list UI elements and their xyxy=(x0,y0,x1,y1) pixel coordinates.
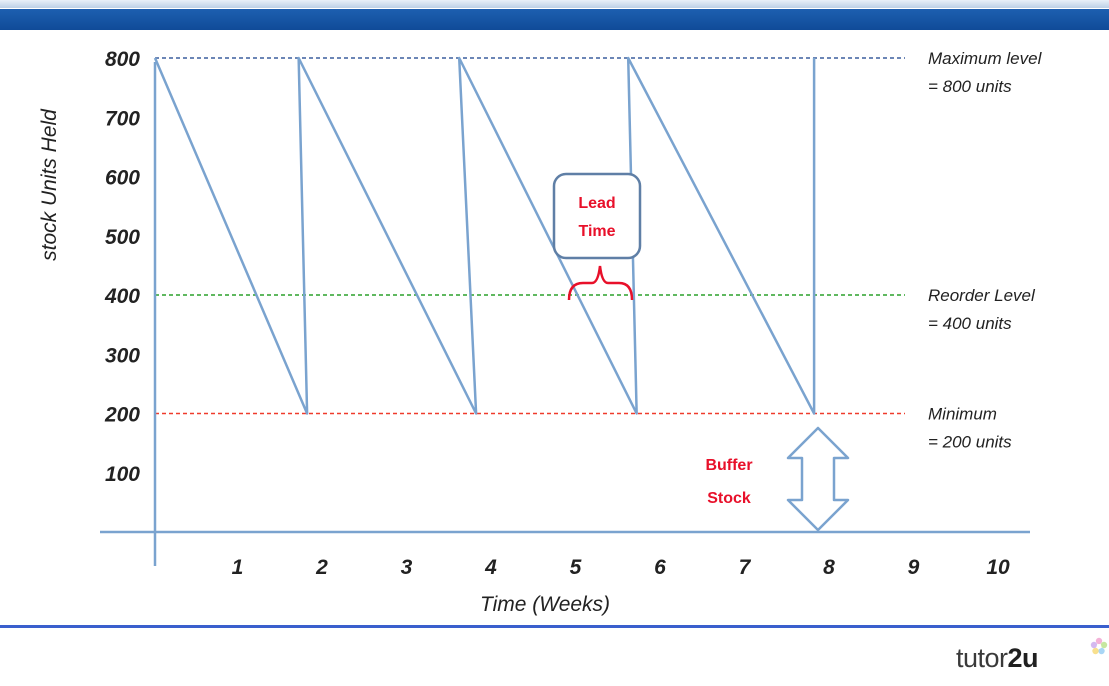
x-axis-title: Time (Weeks) xyxy=(480,593,610,616)
x-tick-label-7: 7 xyxy=(739,556,752,579)
y-tick-label-500: 500 xyxy=(105,226,140,249)
footer-rule xyxy=(0,625,1109,628)
x-tick-label-1: 1 xyxy=(232,556,244,579)
y-tick-label-400: 400 xyxy=(104,285,140,308)
lead-time-label-0: Lead xyxy=(578,195,615,212)
y-axis-title: stock Units Held xyxy=(38,108,61,261)
x-tick-label-6: 6 xyxy=(654,556,666,579)
buffer-stock-label-1: Stock xyxy=(707,490,751,507)
y-tick-label-100: 100 xyxy=(105,463,140,486)
reference-label-200-0: Minimum xyxy=(928,405,997,424)
x-tick-label-3: 3 xyxy=(401,556,413,579)
x-tick-label-4: 4 xyxy=(484,556,497,579)
stock-level-line xyxy=(153,56,816,415)
x-tick-label-10: 10 xyxy=(986,556,1010,579)
header-band xyxy=(0,0,1109,8)
flower-icon xyxy=(1090,637,1108,655)
y-tick-label-300: 300 xyxy=(105,344,140,367)
x-tick-label-2: 2 xyxy=(315,556,328,579)
y-tick-label-800: 800 xyxy=(105,48,140,71)
reference-label-800-0: Maximum level xyxy=(928,49,1043,68)
logo-text: tutor2u xyxy=(956,643,1039,673)
y-tick-label-200: 200 xyxy=(104,404,140,427)
header-bar xyxy=(0,9,1109,30)
buffer-stock-label-0: Buffer xyxy=(705,457,752,474)
reference-label-400-1: = 400 units xyxy=(928,314,1012,333)
x-tick-label-8: 8 xyxy=(823,556,835,579)
reference-label-800-1: = 800 units xyxy=(928,77,1012,96)
y-tick-label-600: 600 xyxy=(105,167,140,190)
buffer-stock-arrow xyxy=(786,426,850,532)
logo-accent: 2u xyxy=(1007,643,1039,673)
reference-label-400-0: Reorder Level xyxy=(928,286,1036,305)
x-tick-label-9: 9 xyxy=(908,556,920,579)
tutor2u-logo: tutor2u xyxy=(956,637,1108,674)
lead-time-label-1: Time xyxy=(578,223,615,240)
y-tick-label-700: 700 xyxy=(105,107,140,130)
reference-label-200-1: = 200 units xyxy=(928,433,1012,452)
x-tick-label-5: 5 xyxy=(570,556,582,579)
lead-time-bracket xyxy=(567,265,634,301)
lead-time-callout xyxy=(552,172,642,260)
